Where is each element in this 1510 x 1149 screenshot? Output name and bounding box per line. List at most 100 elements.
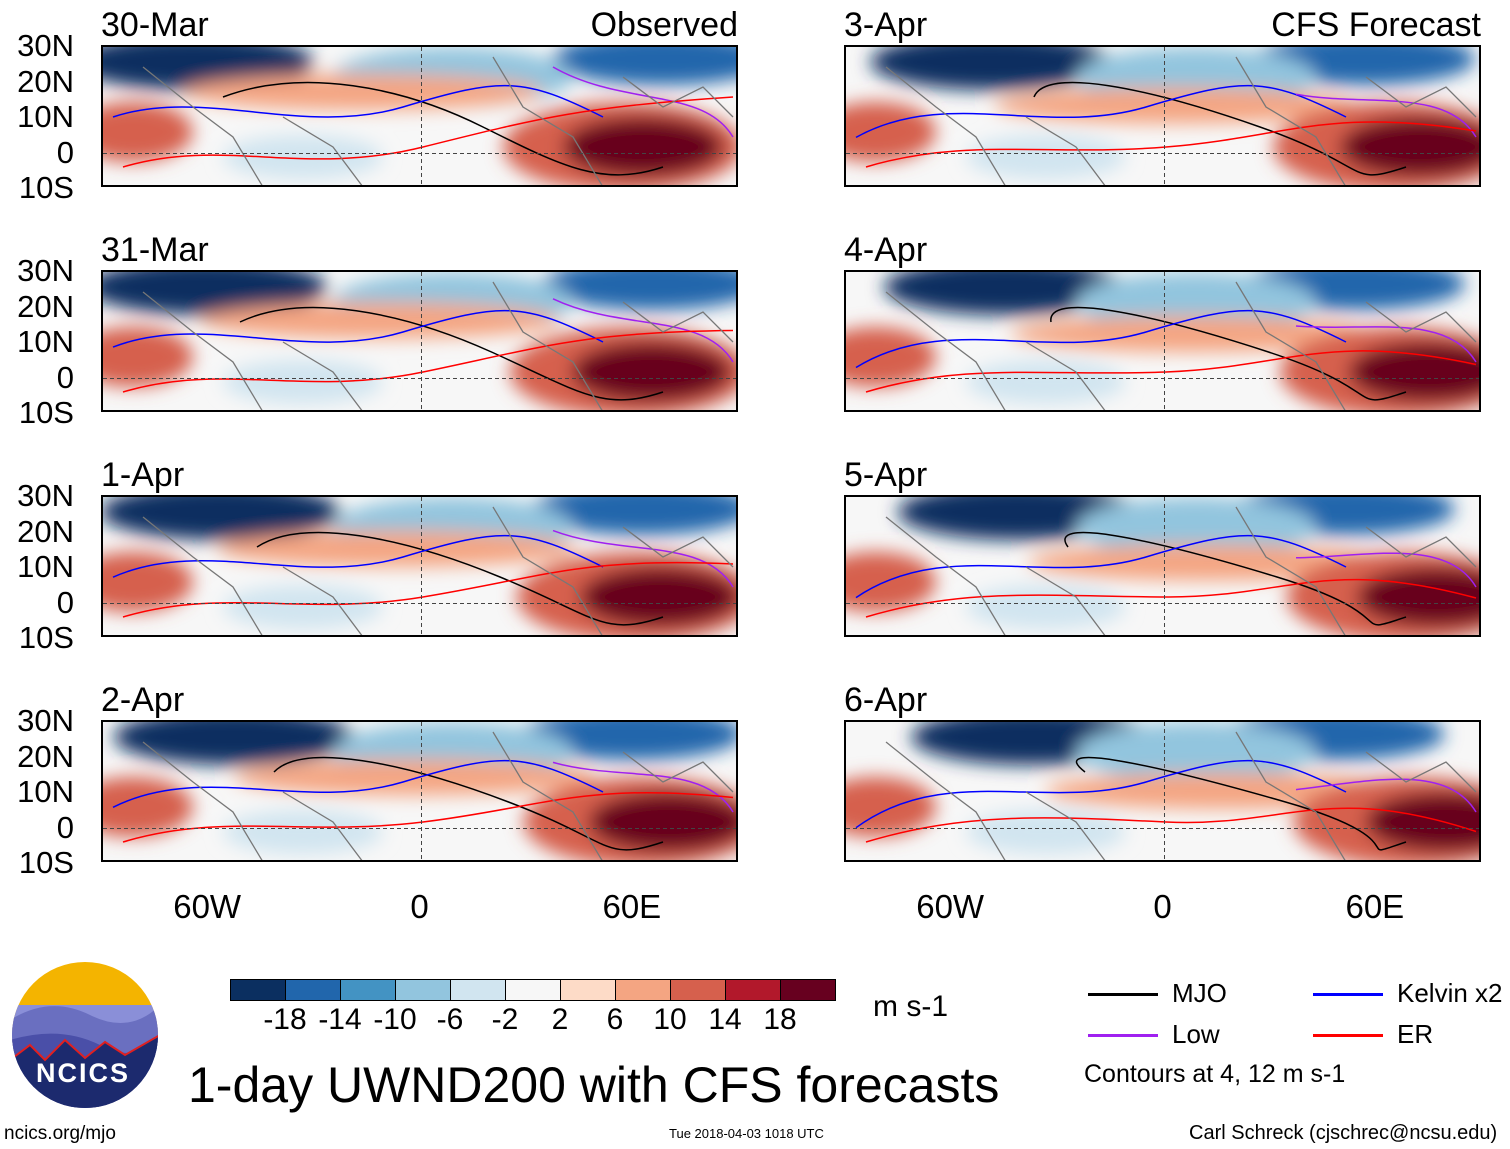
y-tick-label: 10N [17, 774, 74, 809]
footer-author: Carl Schreck (cjschrec@ncsu.edu) [1189, 1122, 1498, 1144]
y-tick-label: 10S [18, 170, 74, 205]
mjo-contour [239, 306, 664, 401]
y-tick-label: 10N [17, 99, 74, 134]
easterly-patch [966, 810, 1126, 854]
westerly-band [103, 102, 193, 162]
wind-anomaly-field [103, 497, 736, 635]
y-tick-label: 0 [56, 359, 74, 395]
easterly-patch [966, 585, 1126, 629]
easterly-band [1076, 722, 1316, 782]
westerly-band [846, 327, 936, 387]
mjo-contour [1064, 531, 1407, 626]
westerly-band [103, 552, 193, 612]
kelvin-contour [112, 759, 604, 808]
low-contour [552, 529, 734, 588]
easterly-band [884, 272, 1124, 315]
y-tick-label: 10S [18, 395, 74, 430]
westerly-jet-core [588, 792, 736, 852]
mjo-contour [1033, 81, 1407, 176]
colorbar-swatch [615, 979, 671, 1001]
y-tick-label: 10N [17, 324, 74, 359]
easterly-band [113, 722, 354, 765]
x-tick-label: 0 [1153, 888, 1172, 925]
y-tick-label: 0 [56, 809, 74, 845]
westerly-jet-core [1348, 342, 1479, 402]
units-label: m s-1 [873, 990, 948, 1023]
colorbar-swatch [670, 979, 726, 1001]
easterly-band [1076, 497, 1316, 557]
westerly-jet-core [563, 117, 723, 177]
panel-label: CFS Forecast [1271, 6, 1481, 44]
colorbar-swatch [340, 979, 396, 1001]
legend-line-er [1313, 1034, 1383, 1037]
er-contour [122, 561, 734, 618]
colorbar-swatch [395, 979, 451, 1001]
panel-date-title: 2-Apr [101, 681, 185, 719]
colorbar-swatch [285, 979, 341, 1001]
colorbar-tick-label: 18 [763, 1003, 797, 1036]
panel-date-title: 30-Mar [101, 6, 209, 44]
easterly-band [103, 497, 341, 540]
easterly-patch [966, 135, 1126, 179]
wind-anomaly-field [103, 272, 736, 410]
wind-anomaly-field [846, 497, 1479, 635]
kelvin-contour [112, 309, 604, 348]
coastline [142, 56, 734, 185]
coastline [142, 506, 734, 635]
colorbar-tick-label: 10 [653, 1003, 687, 1036]
legend-line-low [1088, 1034, 1158, 1037]
er-contour [865, 121, 1477, 168]
wind-anomaly-field [103, 47, 736, 185]
kelvin-contour [855, 759, 1347, 829]
y-tick-label: 30N [17, 253, 74, 288]
mjo-contour [222, 81, 664, 176]
map-panel [844, 270, 1481, 412]
easterly-band [870, 47, 1111, 90]
map-panel [844, 495, 1481, 637]
x-tick-label: 60W [916, 888, 985, 925]
easterly-patch [966, 360, 1126, 404]
panel-label: Observed [590, 6, 738, 44]
map-panel [844, 45, 1481, 187]
y-tick-label: 30N [17, 28, 74, 63]
easterly-patch [223, 810, 383, 854]
ncics-logo [10, 960, 160, 1110]
coastline [885, 281, 1477, 410]
panel-date-title: 3-Apr [844, 6, 928, 44]
westerly-jet-core [1357, 567, 1479, 627]
map-panel [101, 720, 738, 862]
contour-note: Contours at 4, 12 m s-1 [1084, 1060, 1346, 1088]
westerly-jet-core [580, 567, 736, 627]
y-tick-label: 20N [17, 738, 74, 774]
mjo-contour [273, 756, 664, 851]
westerly-band [200, 302, 560, 339]
panel-date-title: 1-Apr [101, 456, 185, 494]
westerly-band [1028, 544, 1388, 581]
y-tick-label: 0 [56, 134, 74, 170]
westerly-band [183, 74, 543, 110]
x-tick-label: 60W [173, 888, 242, 925]
x-tick-label: 0 [410, 888, 429, 925]
mjo-contour [1075, 756, 1407, 851]
kelvin-contour [855, 534, 1347, 599]
colorbar-tick-label: -18 [263, 1003, 307, 1036]
panel-date-title: 4-Apr [844, 231, 928, 269]
colorbar-tick-label: -2 [491, 1003, 519, 1036]
map-panel [101, 495, 738, 637]
colorbar-swatch [725, 979, 781, 1001]
y-tick-label: 20N [17, 63, 74, 99]
panel-date-title: 31-Mar [101, 231, 209, 269]
westerly-band [234, 759, 594, 796]
figure-title: 1-day UWND200 with CFS forecasts [188, 1057, 1000, 1113]
westerly-jet-core [1340, 117, 1479, 177]
westerly-jet-core [1365, 792, 1479, 852]
kelvin-contour [112, 534, 604, 578]
footer-url: ncics.org/mjo [4, 1123, 116, 1144]
westerly-band [846, 552, 936, 612]
er-contour [122, 329, 734, 393]
y-tick-label: 20N [17, 513, 74, 549]
easterly-band [553, 47, 736, 85]
westerly-band [103, 777, 193, 837]
westerly-band [1011, 316, 1371, 352]
er-contour [122, 791, 734, 843]
